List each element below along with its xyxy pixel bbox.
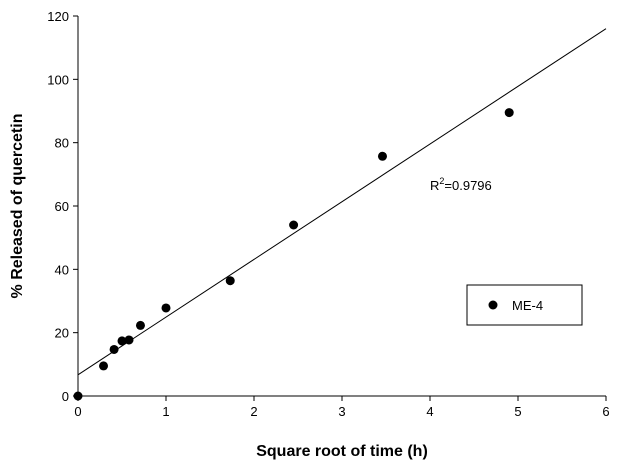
data-points — [73, 108, 514, 401]
y-axis-title: % Released of quercetin — [9, 114, 26, 299]
r-squared-value: =0.9796 — [444, 178, 491, 193]
legend: ME-4 — [466, 284, 583, 326]
data-point — [161, 303, 171, 313]
x-axis-title: Square root of time (h) — [256, 443, 428, 460]
y-tick-label: 20 — [55, 326, 69, 341]
r-squared-superscript: 2 — [439, 176, 444, 186]
data-point — [99, 361, 109, 371]
data-point — [135, 320, 145, 330]
legend-label: ME-4 — [512, 298, 543, 313]
x-tick-label: 6 — [602, 404, 609, 419]
data-point — [504, 108, 514, 118]
data-point — [109, 344, 119, 354]
x-tick-label: 0 — [74, 404, 81, 419]
x-tick-label: 2 — [250, 404, 257, 419]
r-squared-prefix: R — [430, 178, 439, 193]
x-tick-label: 4 — [426, 404, 433, 419]
data-point — [73, 391, 83, 401]
y-tick-label: 0 — [62, 389, 69, 404]
y-tick-label: 100 — [47, 72, 69, 87]
data-point — [124, 335, 134, 345]
y-tick-label: 120 — [47, 9, 69, 24]
y-tick-label: 40 — [55, 262, 69, 277]
r-squared-annotation: R2=0.9796 — [430, 176, 492, 193]
data-point — [225, 276, 235, 286]
x-tick-label: 5 — [514, 404, 521, 419]
legend-box — [466, 284, 583, 326]
axes — [77, 16, 606, 397]
y-tick-label: 60 — [55, 199, 69, 214]
y-tick-label: 80 — [55, 136, 69, 151]
legend-marker — [488, 300, 498, 310]
x-tick-label: 3 — [338, 404, 345, 419]
x-ticks: 0 1 2 3 4 5 6 — [74, 396, 610, 419]
y-ticks: 0 20 40 60 80 100 120 — [47, 9, 78, 404]
x-tick-label: 1 — [162, 404, 169, 419]
trendline — [77, 28, 607, 376]
data-point — [289, 220, 299, 230]
data-point — [117, 336, 127, 346]
data-point — [377, 151, 387, 161]
